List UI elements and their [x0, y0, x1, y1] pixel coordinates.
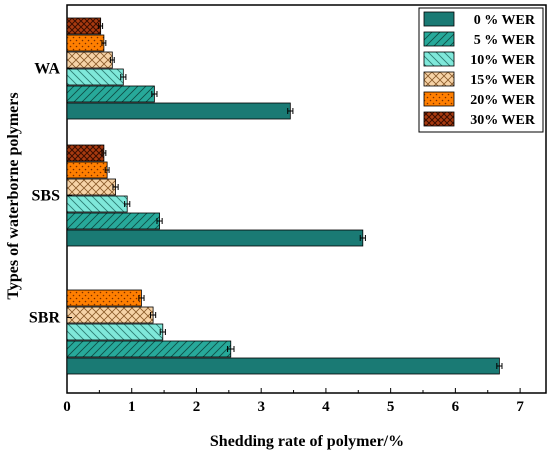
- category-label: SBR: [29, 310, 61, 327]
- legend-swatch: [423, 11, 455, 27]
- legend-label: 15% WER: [470, 73, 536, 88]
- x-tick-label: 3: [257, 399, 265, 415]
- bar-sbs-0: [66, 229, 364, 247]
- x-tick-label: 7: [516, 399, 524, 415]
- x-tick-label: 4: [322, 399, 330, 415]
- legend-swatch: [423, 51, 455, 67]
- x-axis-label: Shedding rate of polymer/%: [210, 433, 404, 450]
- bar-sbs-1: [66, 212, 160, 230]
- bar-wa-3: [66, 51, 113, 69]
- bar-wa-0: [66, 102, 291, 120]
- bar-sbs-2: [66, 195, 128, 213]
- legend-label: 20% WER: [470, 93, 536, 108]
- legend-swatch: [423, 31, 455, 47]
- y-axis-label: Types of waterborne polymers: [5, 92, 22, 299]
- x-tick-label: 0: [63, 399, 71, 415]
- category-label: WA: [34, 61, 60, 78]
- bars: [66, 17, 503, 375]
- x-tick-label: 2: [193, 399, 201, 415]
- category-label: SBS: [32, 188, 61, 205]
- axes: WA SBS SBR 0 1 2 3 4 5 6 7: [29, 61, 524, 416]
- x-tick-label: 6: [452, 399, 460, 415]
- x-tick-label: 1: [128, 399, 136, 415]
- bar-sbr-1: [66, 340, 232, 358]
- legend-label: 0 % WER: [474, 13, 536, 28]
- legend-swatch: [423, 111, 455, 127]
- bar-wa-1: [66, 85, 155, 103]
- legend-label: 10% WER: [470, 53, 536, 68]
- legend-swatch: [423, 71, 455, 87]
- legend-label: 30% WER: [470, 113, 536, 128]
- bar-sbr-0: [66, 357, 500, 375]
- legend-label: 5 % WER: [474, 33, 536, 48]
- legend-box: [418, 7, 544, 133]
- bar-wa-4: [66, 34, 105, 52]
- legend: 0 % WER 5 % WER 10% WER 15% WER 20% WER 30% W…: [418, 7, 544, 133]
- bar-sbr-2: [66, 323, 164, 341]
- legend-swatch: [423, 91, 455, 107]
- bar-sbs-4: [66, 161, 108, 179]
- bar-sbs-5: [66, 144, 105, 162]
- bar-sbs-3: [66, 178, 116, 196]
- bar-wa-2: [66, 68, 124, 86]
- bar-sbr-4: [66, 289, 142, 307]
- x-tick-label: 5: [387, 399, 395, 415]
- bar-wa-5: [66, 17, 102, 35]
- bar-sbr-3: [66, 306, 154, 324]
